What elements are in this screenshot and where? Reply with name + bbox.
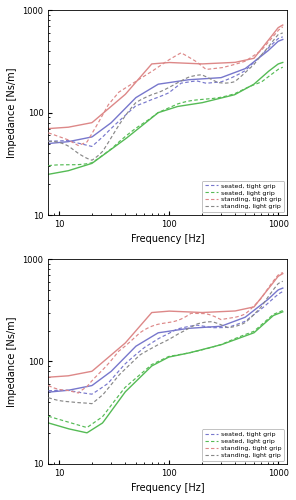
Legend: seated, tight grip, seated, light grip, standing, tight grip, standing, light gr: seated, tight grip, seated, light grip, … [202,430,284,460]
Y-axis label: Impedance [Ns/m]: Impedance [Ns/m] [7,68,17,158]
Y-axis label: Impedance [Ns/m]: Impedance [Ns/m] [7,316,17,406]
X-axis label: Frequency [Hz]: Frequency [Hz] [131,483,205,493]
Legend: seated, tight grip, seated, light grip, standing, tight grip, standing, light gr: seated, tight grip, seated, light grip, … [202,180,284,212]
X-axis label: Frequency [Hz]: Frequency [Hz] [131,234,205,244]
